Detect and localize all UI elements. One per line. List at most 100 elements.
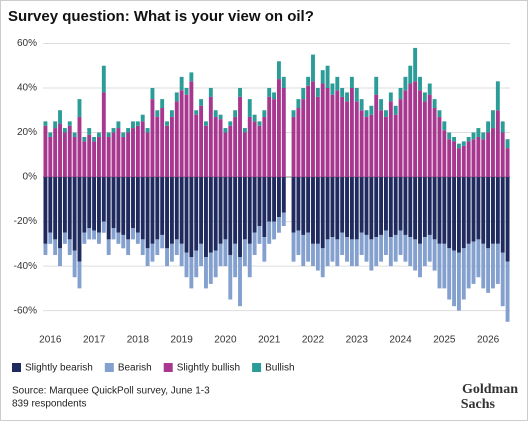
y-tick-label: -60% bbox=[14, 305, 37, 316]
bar bbox=[320, 70, 325, 84]
bar bbox=[165, 248, 169, 267]
x-tick-label: 2022 bbox=[302, 335, 325, 346]
bar bbox=[174, 92, 179, 102]
bar bbox=[150, 99, 155, 178]
bar bbox=[427, 94, 432, 178]
bar bbox=[111, 228, 116, 240]
bar bbox=[160, 177, 165, 235]
bar bbox=[491, 243, 495, 289]
legend-label: Bullish bbox=[265, 363, 294, 374]
bar bbox=[442, 243, 447, 289]
bar bbox=[442, 121, 447, 131]
bar bbox=[101, 65, 106, 93]
bar bbox=[145, 132, 150, 178]
bar bbox=[43, 121, 48, 126]
bar bbox=[374, 94, 379, 178]
bar bbox=[486, 248, 491, 293]
bar bbox=[296, 99, 301, 109]
bar bbox=[495, 81, 500, 111]
bar bbox=[306, 85, 311, 178]
bar bbox=[349, 76, 354, 88]
bar bbox=[218, 177, 223, 244]
bar bbox=[418, 76, 422, 91]
bar bbox=[252, 232, 257, 255]
bar bbox=[82, 232, 87, 244]
x-tick-label: 2020 bbox=[214, 335, 237, 346]
bar bbox=[330, 237, 335, 262]
bar bbox=[311, 81, 315, 178]
x-tick-label: 2025 bbox=[433, 335, 456, 346]
bar bbox=[150, 243, 155, 262]
bar bbox=[466, 141, 471, 178]
bar bbox=[189, 81, 194, 178]
bar bbox=[135, 121, 140, 126]
bar bbox=[452, 250, 457, 307]
bar bbox=[208, 177, 213, 253]
legend-label: Bearish bbox=[118, 363, 152, 374]
bar bbox=[77, 177, 82, 262]
bar bbox=[374, 177, 379, 238]
bar bbox=[422, 237, 427, 267]
bar bbox=[325, 177, 330, 240]
bar bbox=[432, 108, 437, 178]
bar bbox=[276, 79, 281, 178]
bar bbox=[257, 121, 262, 126]
bar bbox=[126, 239, 131, 255]
bar bbox=[276, 217, 281, 233]
bar bbox=[53, 239, 58, 255]
bar bbox=[500, 121, 505, 133]
bar bbox=[374, 76, 379, 95]
bar bbox=[311, 177, 315, 244]
bar bbox=[262, 110, 267, 117]
bar bbox=[272, 99, 277, 178]
logo: Sachs bbox=[461, 397, 496, 412]
bar bbox=[359, 232, 364, 255]
bar bbox=[111, 177, 116, 229]
bar bbox=[106, 177, 111, 240]
bar bbox=[169, 110, 174, 117]
bar bbox=[447, 132, 452, 140]
bar bbox=[379, 177, 384, 235]
bar bbox=[330, 83, 335, 95]
bar bbox=[72, 177, 77, 251]
y-tick-label: -40% bbox=[14, 261, 37, 272]
bar bbox=[238, 96, 242, 178]
bar bbox=[116, 232, 121, 244]
bar bbox=[140, 177, 145, 240]
bar bbox=[233, 110, 238, 117]
bar bbox=[208, 252, 213, 284]
bar bbox=[403, 177, 408, 235]
bar bbox=[272, 177, 277, 222]
bar bbox=[330, 177, 335, 238]
bar bbox=[106, 132, 111, 137]
bar bbox=[96, 136, 101, 178]
bar bbox=[208, 87, 213, 97]
bar bbox=[150, 177, 155, 244]
bar bbox=[330, 94, 335, 178]
bar bbox=[437, 177, 442, 244]
bar bbox=[403, 234, 408, 262]
x-tick-label: 2021 bbox=[258, 335, 281, 346]
bar bbox=[466, 177, 471, 244]
bar bbox=[87, 128, 92, 135]
bar bbox=[155, 110, 160, 117]
bar bbox=[262, 177, 267, 238]
bar bbox=[505, 139, 510, 149]
bar bbox=[306, 177, 311, 233]
bar bbox=[252, 114, 257, 122]
bar bbox=[169, 243, 174, 262]
bar bbox=[96, 232, 101, 244]
bar bbox=[384, 230, 388, 255]
bar bbox=[388, 92, 393, 102]
bar bbox=[53, 177, 58, 240]
bar bbox=[194, 250, 199, 278]
bar bbox=[369, 105, 374, 115]
bar bbox=[481, 132, 486, 140]
bar bbox=[364, 177, 369, 235]
bar bbox=[199, 105, 204, 178]
bar bbox=[204, 125, 208, 178]
bar bbox=[267, 96, 272, 178]
bar bbox=[335, 76, 340, 91]
bar bbox=[62, 128, 67, 133]
bar bbox=[179, 243, 184, 267]
